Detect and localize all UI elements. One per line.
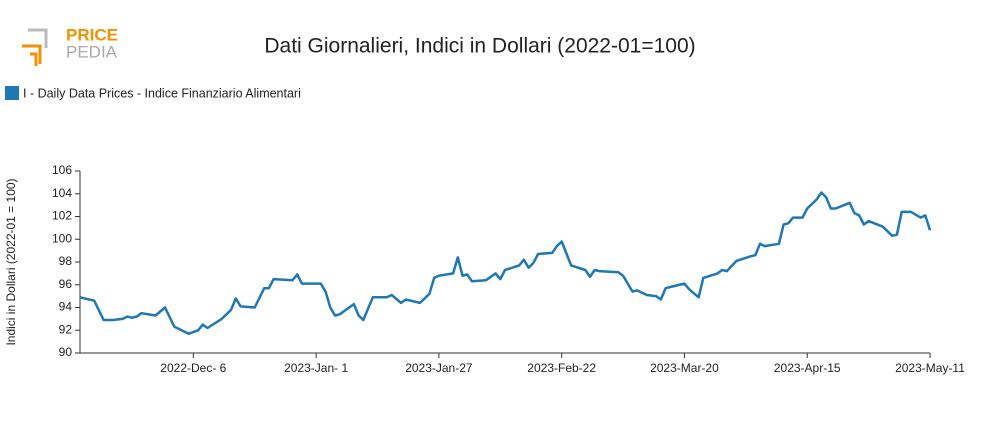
x-tick-label: 2023-Jan-27 [405, 361, 473, 375]
y-tick-label: 100 [52, 231, 72, 245]
legend-label: I - Daily Data Prices - Indice Finanziar… [23, 86, 301, 100]
y-tick-label: 92 [59, 322, 73, 336]
y-tick-label: 106 [52, 163, 72, 177]
y-axis-label: Indici in Dollari (2022-01 = 100) [4, 178, 18, 345]
y-tick-label: 102 [52, 209, 72, 223]
x-tick-label: 2023-Mar-20 [650, 361, 719, 375]
chart-title: Dati Giornalieri, Indici in Dollari (202… [264, 35, 695, 58]
logo-text: PEDIA [66, 42, 118, 61]
x-tick-label: 2022-Dec- 6 [160, 361, 226, 375]
logo-mark [22, 44, 42, 64]
x-tick-label: 2023-Apr-15 [774, 361, 841, 375]
x-tick-label: 2023-Jan- 1 [284, 361, 348, 375]
logo-mark [30, 52, 38, 66]
logo-text: PRICE [66, 25, 118, 44]
data-line [79, 191, 932, 335]
x-tick-label: 2023-Feb-22 [527, 361, 596, 375]
y-tick-label: 94 [59, 300, 73, 314]
y-tick-label: 104 [52, 186, 72, 200]
y-tick-label: 96 [59, 277, 73, 291]
y-tick-label: 90 [59, 345, 73, 359]
y-tick-label: 98 [59, 254, 73, 268]
x-tick-label: 2023-May-11 [895, 361, 965, 375]
logo-mark [28, 28, 48, 48]
legend-swatch [5, 86, 19, 100]
logo: PRICE PEDIA [22, 25, 118, 66]
